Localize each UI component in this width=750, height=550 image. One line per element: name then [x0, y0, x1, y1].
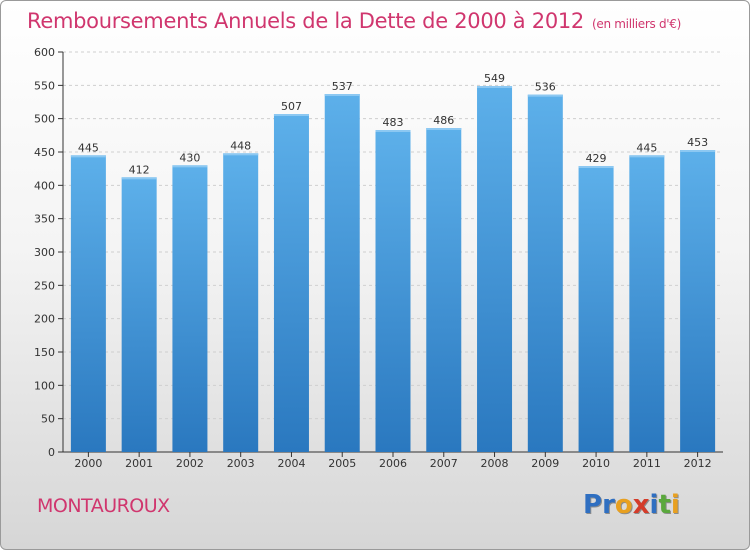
- commune-name: MONTAUROUX: [37, 495, 170, 517]
- bar-2004: [273, 114, 309, 452]
- y-tick-label: 300: [34, 246, 55, 259]
- y-tick-label: 600: [34, 46, 55, 59]
- bar-highlight: [273, 114, 309, 116]
- bar-2012: [680, 150, 716, 452]
- bar-2011: [629, 155, 665, 453]
- data-label: 507: [281, 100, 302, 113]
- bar-2001: [121, 177, 157, 453]
- y-tick-label: 250: [34, 279, 55, 292]
- logo-letter: i: [670, 490, 680, 520]
- y-tick-label: 50: [41, 413, 55, 426]
- logo-letter: P: [583, 490, 603, 520]
- bar-2007: [426, 128, 462, 452]
- chart-unit-label: (en milliers d'€): [592, 17, 682, 31]
- data-label: 445: [636, 141, 657, 154]
- proxiti-logo: Proxiti: [583, 490, 680, 520]
- data-label: 430: [179, 151, 200, 164]
- bar-highlight: [426, 128, 462, 130]
- x-tick-label: 2006: [379, 457, 407, 470]
- bar-2000: [70, 155, 106, 453]
- logo-letter: t: [658, 490, 671, 520]
- bar-2002: [172, 165, 208, 453]
- y-tick-label: 200: [34, 313, 55, 326]
- x-tick-label: 2002: [176, 457, 204, 470]
- data-label: 537: [332, 80, 353, 93]
- bar-highlight: [324, 94, 360, 96]
- x-tick-label: 2012: [684, 457, 712, 470]
- x-tick-label: 2011: [633, 457, 661, 470]
- bar-highlight: [70, 155, 106, 158]
- bar-2008: [477, 86, 513, 452]
- chart-title: Remboursements Annuels de la Dette de 20…: [27, 9, 681, 33]
- logo-letter: x: [632, 490, 650, 520]
- bar-2006: [375, 130, 411, 452]
- axes: 0 50 100 150 200 250 300 350 400 450 500 550 600 2000…: [34, 46, 723, 470]
- y-tick-label: 100: [34, 379, 55, 392]
- y-tick-label: 350: [34, 213, 55, 226]
- data-label: 536: [535, 81, 556, 94]
- data-label: 412: [129, 163, 150, 176]
- x-tick-label: 2003: [227, 457, 255, 470]
- data-label: 483: [383, 116, 404, 129]
- x-tick-label: 2000: [74, 457, 102, 470]
- data-label: 448: [230, 139, 251, 152]
- bar-highlight: [375, 130, 411, 132]
- bar-highlight: [477, 86, 513, 88]
- x-tick-label: 2004: [277, 457, 305, 470]
- x-tick-label: 2008: [481, 457, 509, 470]
- y-tick-label: 450: [34, 146, 55, 159]
- logo-letter: o: [614, 490, 633, 520]
- bar-2003: [223, 153, 259, 453]
- bar-highlight: [578, 166, 614, 168]
- data-label: 453: [687, 136, 708, 149]
- data-label: 429: [586, 152, 607, 165]
- bar-highlight: [527, 94, 563, 97]
- bar-highlight: [223, 153, 259, 156]
- y-tick-label: 400: [34, 179, 55, 192]
- bar-2010: [578, 166, 614, 452]
- logo-letter: r: [602, 490, 615, 520]
- bars: [70, 86, 716, 453]
- bar-2005: [324, 94, 360, 452]
- data-labels: 445 412 430 448 507 537 483 486 549 536 429 445 453: [78, 72, 708, 176]
- y-tick-label: 0: [48, 446, 55, 459]
- chart-title-text: Remboursements Annuels de la Dette de 20…: [27, 9, 584, 33]
- bar-highlight: [680, 150, 716, 152]
- x-tick-label: 2007: [430, 457, 458, 470]
- y-tick-label: 150: [34, 346, 55, 359]
- bar-2009: [527, 94, 563, 453]
- data-label: 445: [78, 141, 99, 154]
- y-tick-label: 500: [34, 113, 55, 126]
- x-tick-label: 2001: [125, 457, 153, 470]
- bar-highlight: [629, 155, 665, 158]
- data-label: 549: [484, 72, 505, 85]
- data-label: 486: [433, 114, 454, 127]
- bar-highlight: [172, 165, 208, 168]
- x-tick-label: 2005: [328, 457, 356, 470]
- x-tick-label: 2009: [531, 457, 559, 470]
- bar-highlight: [121, 177, 157, 180]
- x-tick-label: 2010: [582, 457, 610, 470]
- logo-letter: i: [649, 490, 659, 520]
- y-tick-label: 550: [34, 79, 55, 92]
